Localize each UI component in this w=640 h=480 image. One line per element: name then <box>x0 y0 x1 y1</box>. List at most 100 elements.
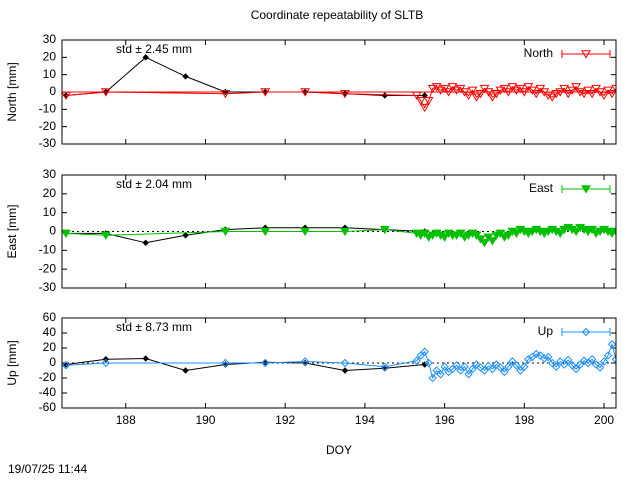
y-tick-label: -20 <box>39 119 57 133</box>
series-line <box>65 227 425 244</box>
marker <box>472 360 481 369</box>
legend-label: Up <box>538 324 554 338</box>
marker <box>101 358 111 368</box>
marker <box>460 362 469 371</box>
y-tick-label: -20 <box>39 370 57 384</box>
marker <box>544 352 553 362</box>
timestamp: 19/07/25 11:44 <box>8 462 88 476</box>
marker <box>519 88 530 97</box>
marker <box>415 96 426 106</box>
y-axis-label: North [mm] <box>5 62 19 121</box>
legend-label: East <box>529 181 554 195</box>
marker <box>484 361 493 371</box>
marker <box>555 88 566 97</box>
marker <box>379 225 390 235</box>
x-tick-label: 188 <box>116 413 136 427</box>
marker <box>475 90 486 99</box>
marker <box>142 355 149 362</box>
marker <box>503 231 514 240</box>
marker <box>62 361 71 370</box>
marker <box>503 88 514 97</box>
marker <box>443 88 454 97</box>
plot-frame <box>61 174 617 289</box>
marker <box>480 366 489 375</box>
marker <box>341 367 349 374</box>
marker <box>423 96 434 106</box>
marker <box>611 84 616 94</box>
series-line <box>65 342 616 380</box>
marker <box>261 358 270 368</box>
marker <box>182 367 189 374</box>
marker <box>456 366 465 375</box>
marker <box>491 90 502 99</box>
y-tick-label: 20 <box>43 340 57 354</box>
marker <box>428 373 437 383</box>
marker <box>567 86 578 95</box>
marker <box>607 340 616 349</box>
y-tick-label: 20 <box>43 50 57 64</box>
marker <box>532 349 541 359</box>
marker <box>603 351 613 360</box>
marker <box>300 357 310 366</box>
y-tick-label: 0 <box>49 224 56 238</box>
marker <box>579 356 589 365</box>
marker <box>220 227 231 237</box>
marker <box>581 185 591 194</box>
marker <box>559 84 570 94</box>
marker <box>448 364 457 374</box>
y-tick-label: 60 <box>43 310 57 324</box>
marker <box>531 90 542 99</box>
marker <box>559 360 569 369</box>
y-tick-label: -20 <box>39 261 57 275</box>
marker <box>468 364 477 374</box>
x-tick-label: 190 <box>195 413 215 427</box>
marker <box>504 362 513 371</box>
y-axis-label: Up [mm] <box>5 340 19 385</box>
marker <box>611 355 616 364</box>
marker <box>432 366 441 375</box>
marker <box>563 90 574 99</box>
marker <box>62 92 70 99</box>
marker <box>496 363 505 372</box>
marker <box>142 239 149 247</box>
marker <box>571 364 581 374</box>
marker <box>555 357 565 366</box>
marker <box>495 86 506 95</box>
x-axis-label: DOY <box>326 443 352 457</box>
annotation: std ± 2.04 mm <box>116 177 192 191</box>
marker <box>591 360 601 369</box>
marker <box>583 358 593 368</box>
marker <box>524 355 533 364</box>
marker <box>571 227 582 237</box>
marker <box>436 370 445 379</box>
marker <box>563 355 573 365</box>
marker <box>575 360 585 369</box>
marker <box>420 347 429 356</box>
marker <box>412 356 421 365</box>
marker <box>100 231 111 240</box>
marker <box>452 361 461 370</box>
marker <box>575 88 586 97</box>
marker <box>571 83 582 92</box>
marker <box>440 362 449 371</box>
marker <box>340 358 350 368</box>
marker <box>500 367 509 377</box>
marker <box>300 88 310 97</box>
marker <box>567 361 577 370</box>
marker <box>607 90 616 99</box>
marker <box>464 370 473 379</box>
marker <box>451 86 462 95</box>
marker <box>467 86 478 95</box>
marker <box>463 91 474 101</box>
y-tick-label: -10 <box>39 102 57 116</box>
marker <box>62 229 71 238</box>
marker <box>300 227 310 237</box>
marker <box>471 93 482 102</box>
marker <box>599 91 609 101</box>
y-tick-label: 10 <box>43 205 57 219</box>
marker <box>439 233 450 242</box>
marker <box>599 357 609 366</box>
marker <box>551 90 562 99</box>
y-tick-label: -40 <box>39 385 57 399</box>
